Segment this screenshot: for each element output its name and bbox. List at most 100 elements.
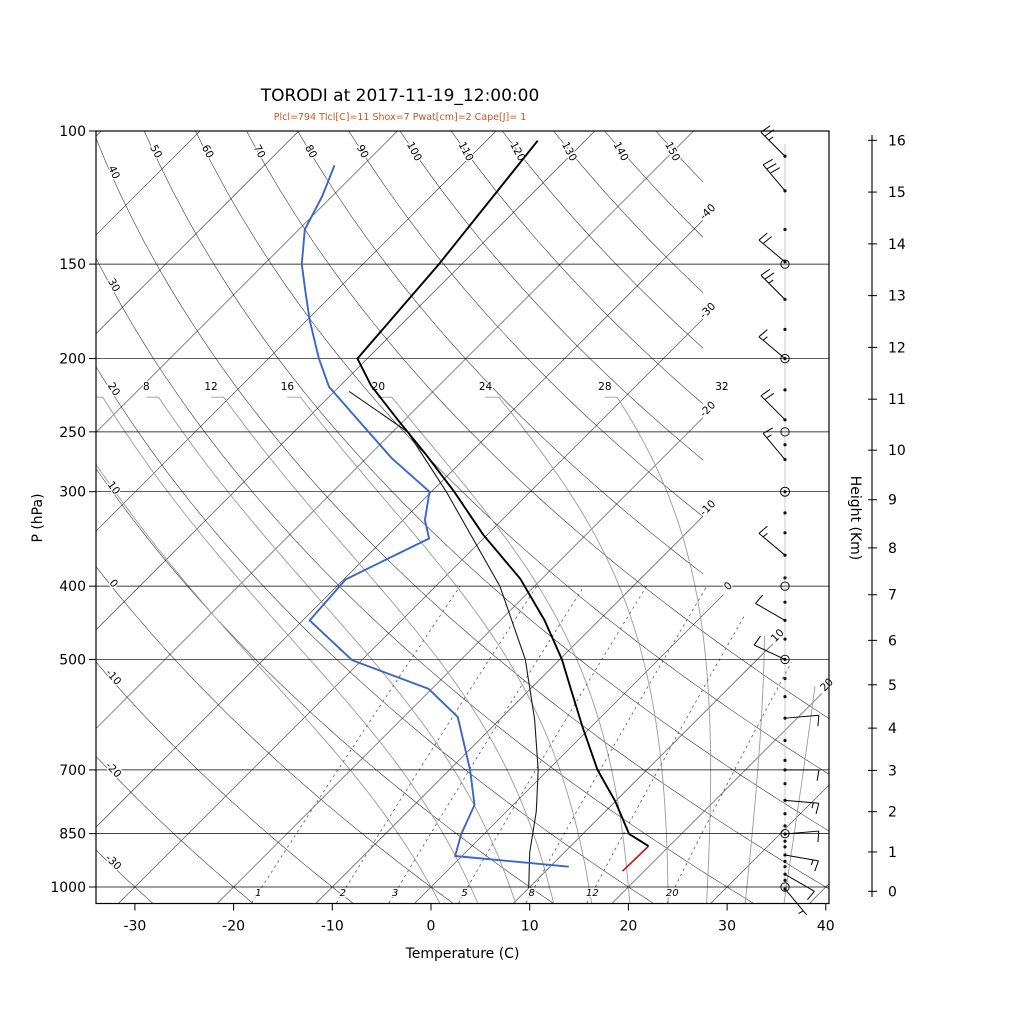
- isotherm-line: [414, 131, 829, 904]
- isotherm-line: [315, 131, 829, 904]
- height-tick-label: 6: [888, 633, 897, 649]
- isotherm-line: [908, 131, 1024, 904]
- station-dot: [783, 782, 787, 786]
- wind-barb: [762, 427, 786, 460]
- wind-barb: [758, 525, 786, 556]
- station-dot: [783, 327, 787, 332]
- isotherm-line: [809, 131, 829, 904]
- dry-adiabat-left-label: -10: [103, 667, 123, 688]
- dry-adiabat-line: [399, 131, 829, 904]
- wind-barb: [762, 158, 786, 192]
- station-dot: [783, 738, 787, 743]
- pressure-axis-title: P (hPa): [30, 493, 46, 542]
- moist-adiabat-label: 24: [479, 381, 493, 393]
- moist-adiabat-line: [146, 396, 517, 904]
- wind-barb-column: [753, 125, 820, 916]
- height-tick-label: 8: [888, 541, 897, 557]
- level-circle-icon: [780, 581, 790, 591]
- height-tick-label: 13: [888, 289, 906, 305]
- moist-adiabat-label: 12: [204, 381, 217, 393]
- moist-adiabat-label: 8: [143, 381, 150, 393]
- dry-adiabat-left-label: -20: [103, 760, 124, 781]
- isotherm-label: 20: [818, 676, 836, 694]
- height-tick-label: 14: [888, 237, 906, 253]
- temperature-tick-label: 10: [521, 919, 539, 935]
- pressure-tick-label: 100: [59, 124, 86, 140]
- pressure-tick-label: 200: [59, 352, 86, 368]
- temperature-tick-label: 0: [427, 919, 436, 935]
- pressure-tick-label: 300: [59, 485, 86, 501]
- moist-adiabat-line: [96, 396, 479, 904]
- dry-adiabat-line: [96, 131, 554, 904]
- height-tick-label: 16: [888, 133, 906, 149]
- dry-adiabat-line: [246, 131, 829, 904]
- isotherm-label: 0: [722, 580, 735, 593]
- mixing-ratio-line: [336, 585, 538, 904]
- height-tick-label: 2: [888, 805, 897, 821]
- dry-adiabat-top-label: 90: [354, 143, 371, 160]
- station-dot: [783, 865, 787, 869]
- isotherm-line: [1007, 131, 1024, 904]
- temperature-tick-label: 40: [817, 919, 835, 935]
- temperature-axis-title: Temperature (C): [405, 946, 520, 962]
- moist-adiabat-line: [96, 396, 441, 904]
- pressure-tick-label: 700: [59, 763, 86, 779]
- isotherm-line: [96, 131, 102, 904]
- moist-adiabat-line: [211, 396, 555, 904]
- station-dot: [783, 490, 787, 494]
- height-tick-label: 1: [888, 845, 897, 861]
- dry-adiabat-top-label: 110: [456, 140, 476, 163]
- height-tick-label: 0: [888, 884, 897, 900]
- station-dot: [783, 531, 787, 535]
- station-dot: [783, 695, 787, 699]
- mixing-ratio-label: 1: [255, 888, 261, 899]
- height-tick-label: 3: [888, 763, 897, 779]
- wind-barb: [784, 854, 819, 872]
- height-tick-label: 4: [888, 721, 897, 737]
- mixing-ratio-line: [458, 585, 647, 904]
- dry-adiabat-left-label: 20: [105, 380, 122, 398]
- dry-adiabat-left-label: 30: [105, 277, 122, 295]
- dry-adiabat-line: [96, 131, 353, 904]
- moist-adiabat-line: [485, 396, 669, 904]
- isotherm-label: -10: [698, 498, 719, 519]
- dry-adiabat-top-label: 80: [302, 143, 319, 160]
- dry-adiabat-top-label: 60: [199, 143, 216, 160]
- moist-adiabat-label: 20: [372, 381, 385, 393]
- station-dot: [783, 388, 787, 392]
- temperature-tick-label: -10: [321, 919, 344, 935]
- mixing-ratio-line: [525, 585, 708, 904]
- mixing-ratio-line: [251, 585, 461, 904]
- station-dot: [783, 600, 787, 604]
- station-dot: [783, 839, 787, 843]
- height-tick-label: 9: [888, 493, 897, 509]
- isotherm-line: [0, 131, 3, 904]
- dewpoint-curve: [300, 164, 569, 868]
- surface-parcel-line: [621, 845, 650, 872]
- station-dot: [783, 845, 787, 849]
- isobar-lines: [96, 130, 829, 888]
- dry-adiabat-line: [502, 131, 829, 904]
- dry-adiabat-line: [706, 131, 829, 904]
- isotherm-line: [96, 131, 793, 904]
- height-tick-label: 15: [888, 185, 906, 201]
- station-dot: [783, 676, 787, 681]
- dry-adiabat-top-label: 150: [662, 140, 682, 163]
- wind-barb: [784, 799, 820, 815]
- moist-adiabat-line: [378, 396, 631, 904]
- wind-barb: [784, 888, 808, 916]
- isotherm-line: [710, 131, 829, 904]
- dry-adiabat-line: [96, 131, 453, 904]
- pressure-tick-label: 850: [59, 827, 86, 843]
- temperature-axis: -30 -20 -10 0 10 20 30 40 Temperature (C): [123, 903, 835, 962]
- dry-adiabat-line: [348, 131, 829, 904]
- moist-adiabat-label: 32: [715, 381, 728, 393]
- dry-adiabat-left-label: 10: [105, 479, 123, 497]
- wind-barb: [758, 329, 786, 359]
- wind-barb: [784, 830, 820, 843]
- mixing-ratio-label: 12: [586, 888, 599, 899]
- isotherm-label: 10: [769, 627, 787, 645]
- station-dot: [783, 758, 787, 762]
